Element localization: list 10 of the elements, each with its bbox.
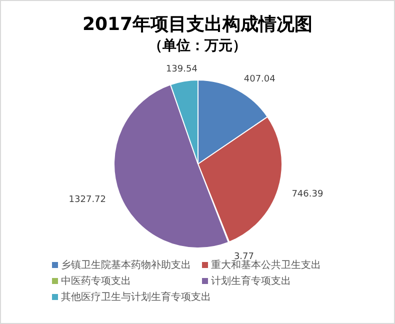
data-label: 746.39 [292,190,324,200]
data-label: 139.54 [166,64,198,74]
legend-label: 乡镇卫生院基本药物补助支出 [61,259,191,271]
data-label: 1327.72 [68,194,106,205]
chart-subtitle: （单位：万元） [148,38,246,54]
legend-label: 其他医疗卫生与计划生育专项支出 [61,291,211,303]
legend-label: 计划生育专项支出 [211,275,291,287]
legend-label: 中医药专项支出 [61,275,131,287]
data-label: 407.04 [244,74,276,84]
chart-title: 2017年项目支出构成情况图 [82,14,313,35]
